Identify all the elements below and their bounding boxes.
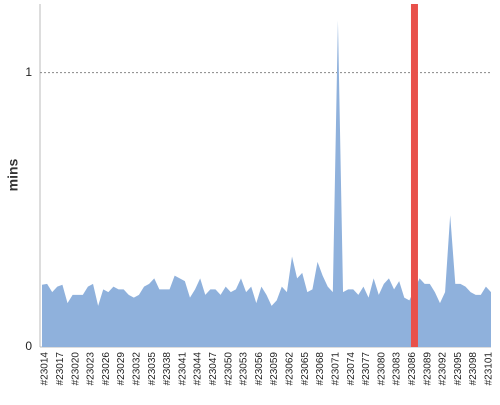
- x-tick-label: #23101: [484, 352, 495, 386]
- x-tick-label: #23059: [269, 352, 280, 386]
- x-tick-label: #23071: [330, 352, 341, 386]
- x-tick-label: #23077: [361, 352, 372, 386]
- x-tick-label: #23056: [254, 352, 265, 386]
- x-tick-label: #23068: [315, 352, 326, 386]
- x-tick-label: #23044: [193, 352, 204, 386]
- x-tick-label: #23095: [453, 352, 464, 386]
- x-tick-label: #23074: [346, 352, 357, 386]
- x-tick-label: #23014: [40, 352, 51, 386]
- highlight-bar: [410, 4, 418, 347]
- x-tick-label: #23023: [86, 352, 97, 386]
- x-tick-label: #23035: [147, 352, 158, 386]
- y-tick-label: 0: [25, 339, 32, 353]
- x-tick-label: #23083: [392, 352, 403, 386]
- x-tick-label: #23038: [162, 352, 173, 386]
- x-tick-label: #23053: [239, 352, 250, 386]
- x-tick-label: #23089: [422, 352, 433, 386]
- y-tick-label: 1: [25, 65, 32, 79]
- x-tick-label: #23041: [177, 352, 188, 386]
- x-tick-label: #23029: [116, 352, 127, 386]
- x-tick-label: #23050: [223, 352, 234, 386]
- x-tick-label: #23092: [438, 352, 449, 386]
- x-tick-label: #23062: [285, 352, 296, 386]
- x-tick-label: #23047: [208, 352, 219, 386]
- x-tick-label: #23086: [407, 352, 418, 386]
- x-tick-label: #23020: [70, 352, 81, 386]
- area: [42, 20, 491, 348]
- x-tick-label: #23032: [131, 352, 142, 386]
- x-tick-label: #23017: [55, 352, 66, 386]
- x-tick-label: #23098: [468, 352, 479, 386]
- y-axis-label: mins: [5, 158, 21, 191]
- x-tick-label: #23080: [376, 352, 387, 386]
- x-tick-label: #23026: [101, 352, 112, 386]
- x-tick-label: #23065: [300, 352, 311, 386]
